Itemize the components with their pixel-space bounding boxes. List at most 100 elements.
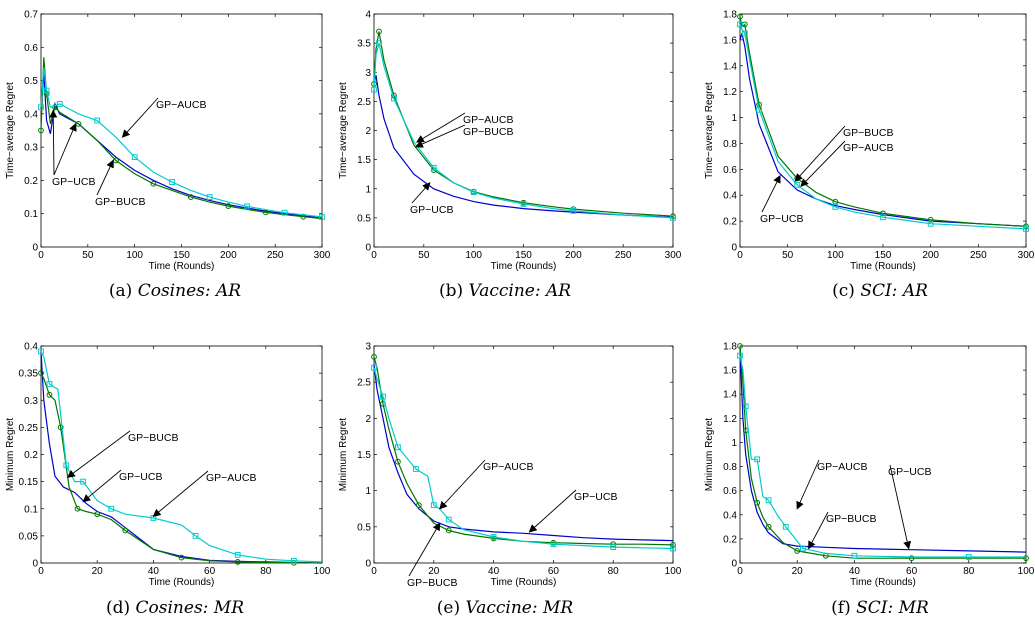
y-tick-label: 0.6 [723, 486, 737, 497]
annotation-arrow [416, 112, 466, 143]
annotation-label: GP−AUCB [206, 472, 256, 484]
series-line [40, 57, 323, 220]
x-axis-label: Time (Rounds) [491, 577, 557, 588]
y-tick-label: 0.35 [19, 369, 39, 380]
x-tick-label: 40 [488, 566, 500, 577]
y-axis-label: Time−average Regret [704, 82, 715, 179]
x-tick-label: 60 [906, 566, 918, 577]
x-tick-label: 200 [922, 250, 939, 261]
x-tick-label: 20 [428, 566, 440, 577]
annotation-label: GP−AUCB [843, 142, 893, 154]
data-point [880, 210, 886, 217]
caption-title: Cosines: MR [136, 598, 245, 618]
x-tick-label: 150 [173, 250, 190, 261]
y-tick-label: 2.5 [357, 97, 371, 108]
series-line [40, 372, 323, 564]
panel-caption: (b) Vaccine: AR [439, 281, 571, 301]
annotation-arrow [53, 122, 77, 176]
caption-title: SCI: MR [856, 598, 929, 618]
annotation-label: GP−AUCB [817, 461, 867, 473]
data-point [192, 532, 199, 539]
data-point [38, 348, 44, 355]
data-point [94, 511, 101, 518]
x-tick-label: 100 [465, 250, 482, 261]
data-point [610, 544, 617, 550]
y-tick-label: 0.5 [357, 213, 371, 224]
annotation-label: GP−AUCB [483, 461, 533, 473]
annotation-label: GP−UCB [760, 213, 803, 225]
data-point [908, 555, 915, 562]
data-point [741, 30, 748, 37]
caption-title: Vaccine: MR [466, 598, 574, 618]
y-tick-label: 0.05 [19, 531, 39, 542]
caption-title: Vaccine: AR [469, 281, 572, 301]
data-point [415, 502, 422, 509]
y-tick-label: 1.6 [723, 35, 737, 46]
chart-panel: 0 20 40 60 80 100 0 0.05 0.1 0.15 0.2 0.25 0.3 0.35 0.… [5, 342, 331, 619]
data-point [800, 545, 806, 552]
x-tick-label: 100 [126, 250, 143, 261]
data-point [371, 86, 377, 93]
x-tick-label: 100 [827, 250, 844, 261]
annotation-arrow [761, 174, 781, 213]
data-point [46, 391, 53, 398]
data-point [63, 462, 70, 469]
data-point [754, 499, 761, 506]
x-tick-label: 80 [963, 566, 975, 577]
x-tick-label: 0 [38, 250, 44, 261]
y-tick-label: 1 [365, 486, 371, 497]
y-tick-label: 1 [731, 113, 737, 124]
x-tick-label: 0 [371, 566, 377, 577]
y-tick-label: 0 [32, 559, 38, 570]
data-point [234, 559, 241, 565]
data-point [376, 28, 382, 35]
caption-label: (f) [831, 598, 856, 618]
data-point [131, 154, 138, 161]
annotation-arrow [66, 430, 131, 478]
data-point [670, 542, 676, 548]
annotation-arrow [414, 124, 466, 148]
x-tick-label: 150 [875, 250, 892, 261]
x-tick-label: 50 [82, 250, 94, 261]
x-tick-label: 20 [92, 566, 104, 577]
y-tick-label: 1.2 [723, 87, 737, 98]
y-tick-label: 1.5 [357, 155, 371, 166]
data-point [1023, 555, 1029, 562]
x-axis-label: Time (Rounds) [149, 261, 215, 272]
y-tick-label: 1 [365, 184, 371, 195]
x-tick-label: 200 [565, 250, 582, 261]
data-point [46, 381, 53, 387]
x-tick-label: 300 [665, 250, 682, 261]
y-tick-label: 0.2 [723, 534, 737, 545]
y-tick-label: 0.5 [24, 76, 38, 87]
annotation-label: GP−BUCB [128, 432, 178, 444]
chart-panel: 0 20 40 60 80 100 0 0.2 0.4 0.6 0.8 1 1.2 1.4 1.6 1.8 Ti… [704, 342, 1035, 619]
data-point [670, 545, 676, 552]
data-point [880, 214, 886, 221]
y-tick-label: 4 [365, 10, 371, 21]
y-tick-label: 0.1 [24, 209, 38, 220]
annotation-arrow [96, 159, 114, 196]
data-point [782, 523, 789, 530]
data-point [234, 551, 241, 558]
y-tick-label: 0 [731, 243, 737, 254]
x-tick-label: 40 [849, 566, 861, 577]
x-tick-label: 50 [418, 250, 430, 261]
x-axis-label: Time (Rounds) [850, 577, 916, 588]
x-tick-label: 300 [1018, 250, 1035, 261]
annotation-arrow [82, 469, 122, 503]
series-line [739, 355, 1026, 558]
data-point [281, 209, 288, 216]
data-point [169, 179, 176, 185]
annotation-label: GP−BUCB [826, 513, 876, 525]
x-axis-label: Time (Rounds) [491, 261, 557, 272]
y-tick-label: 2.5 [357, 378, 371, 389]
annotation-label: GP−AUCB [463, 114, 513, 126]
annotation-arrow [794, 125, 846, 182]
y-tick-label: 2 [365, 414, 371, 425]
series-line [739, 345, 1026, 559]
data-point [832, 203, 839, 210]
x-tick-label: 60 [548, 566, 560, 577]
panel-caption: (d) Cosines: MR [106, 598, 244, 618]
data-point [1023, 225, 1029, 232]
